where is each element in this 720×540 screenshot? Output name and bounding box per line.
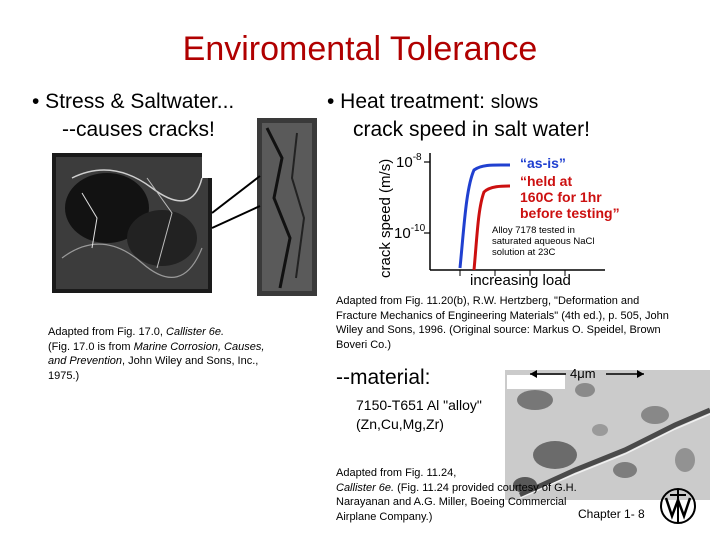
scale-bar: 4μm <box>530 366 644 381</box>
chapter-page-number: Chapter 1- 8 <box>578 507 645 521</box>
cracked-sample-photo <box>52 118 317 296</box>
caption-text: Adapted from Fig. 11.20(b), R.W. Hertzbe… <box>336 295 640 307</box>
caption-text: 1975.) <box>48 369 80 382</box>
slide-title: Enviromental Tolerance <box>182 30 538 68</box>
series-line-held <box>472 184 511 271</box>
series-label-held-3: before testing” <box>520 205 620 221</box>
chart-ytick-top: 10-8 <box>396 152 422 171</box>
scale-bar-label: 4μm <box>570 366 596 381</box>
caption-text-italic: and Prevention <box>48 355 122 367</box>
chart-ytick-bottom: 10-10 <box>394 223 426 242</box>
caption-text: Narayanan and A.G. Miller, Boeing Commer… <box>336 496 567 508</box>
caption-text: Adapted from Fig. 11.24, <box>336 467 457 479</box>
series-label-held-1: “held at <box>520 173 572 189</box>
caption-text: Fracture Mechanics of Engineering Materi… <box>336 309 669 322</box>
alloy-composition: (Zn,Cu,Mg,Zr) <box>356 416 444 432</box>
caption-text: (Fig. 17.0 is from <box>48 340 134 353</box>
chart-note-1: Alloy 7178 tested in <box>492 225 575 236</box>
bullet-heat-treatment: • Heat treatment: slows <box>327 90 538 114</box>
crack-speed-chart: crack speed (m/s) 10-8 10-10 “as-is” “he… <box>377 152 620 288</box>
chart-xlabel: increasing load <box>470 272 571 288</box>
bullet-stress-saltwater: • Stress & Saltwater... <box>32 90 235 113</box>
bullet-heat-treatment-label: • Heat treatment: <box>327 90 485 113</box>
caption-text: Airplane Company.) <box>336 510 433 523</box>
material-heading: --material: <box>336 366 431 389</box>
series-label-held-2: 160C for 1hr <box>520 189 602 205</box>
caption-text-italic: Marine Corrosion, Causes, <box>133 340 265 353</box>
caption-text-italic: Callister 6e. <box>166 326 225 338</box>
micrograph-photo <box>505 370 710 500</box>
caption-text: , John Wiley and Sons, Inc., <box>122 355 259 367</box>
university-logo-icon <box>660 488 696 524</box>
bullet-heat-treatment-slows: slows <box>490 92 539 113</box>
caption-text: (Fig. 11.24 provided courtesy of G.H. <box>394 481 577 494</box>
alloy-name: 7150-T651 Al "alloy" <box>356 397 482 413</box>
subpoint-causes-cracks: --causes cracks! <box>62 118 215 141</box>
caption-text-italic: Callister 6e. <box>336 481 395 494</box>
series-label-as-is: “as-is” <box>520 155 566 171</box>
micrograph-caption: Adapted from Fig. 11.24, Callister 6e. (… <box>336 466 636 524</box>
caption-text: Wiley and Sons, 1996. (Original source: … <box>336 324 661 336</box>
alloy-description: 7150-T651 Al "alloy" (Zn,Cu,Mg,Zr) <box>356 396 482 434</box>
caption-text: Adapted from Fig. 17.0, <box>48 326 167 338</box>
chart-caption: Adapted from Fig. 11.20(b), R.W. Hertzbe… <box>336 294 706 352</box>
left-figure-caption: Adapted from Fig. 17.0, Callister 6e. (F… <box>48 325 288 383</box>
chart-note-3: solution at 23C <box>492 247 556 258</box>
chart-ylabel: crack speed (m/s) <box>377 159 394 278</box>
caption-text: Boveri Co.) <box>336 338 392 351</box>
chart-note-2: saturated aqueous NaCl <box>492 236 594 247</box>
series-line-as-is <box>458 163 511 269</box>
subpoint-crack-speed: crack speed in salt water! <box>353 118 590 141</box>
